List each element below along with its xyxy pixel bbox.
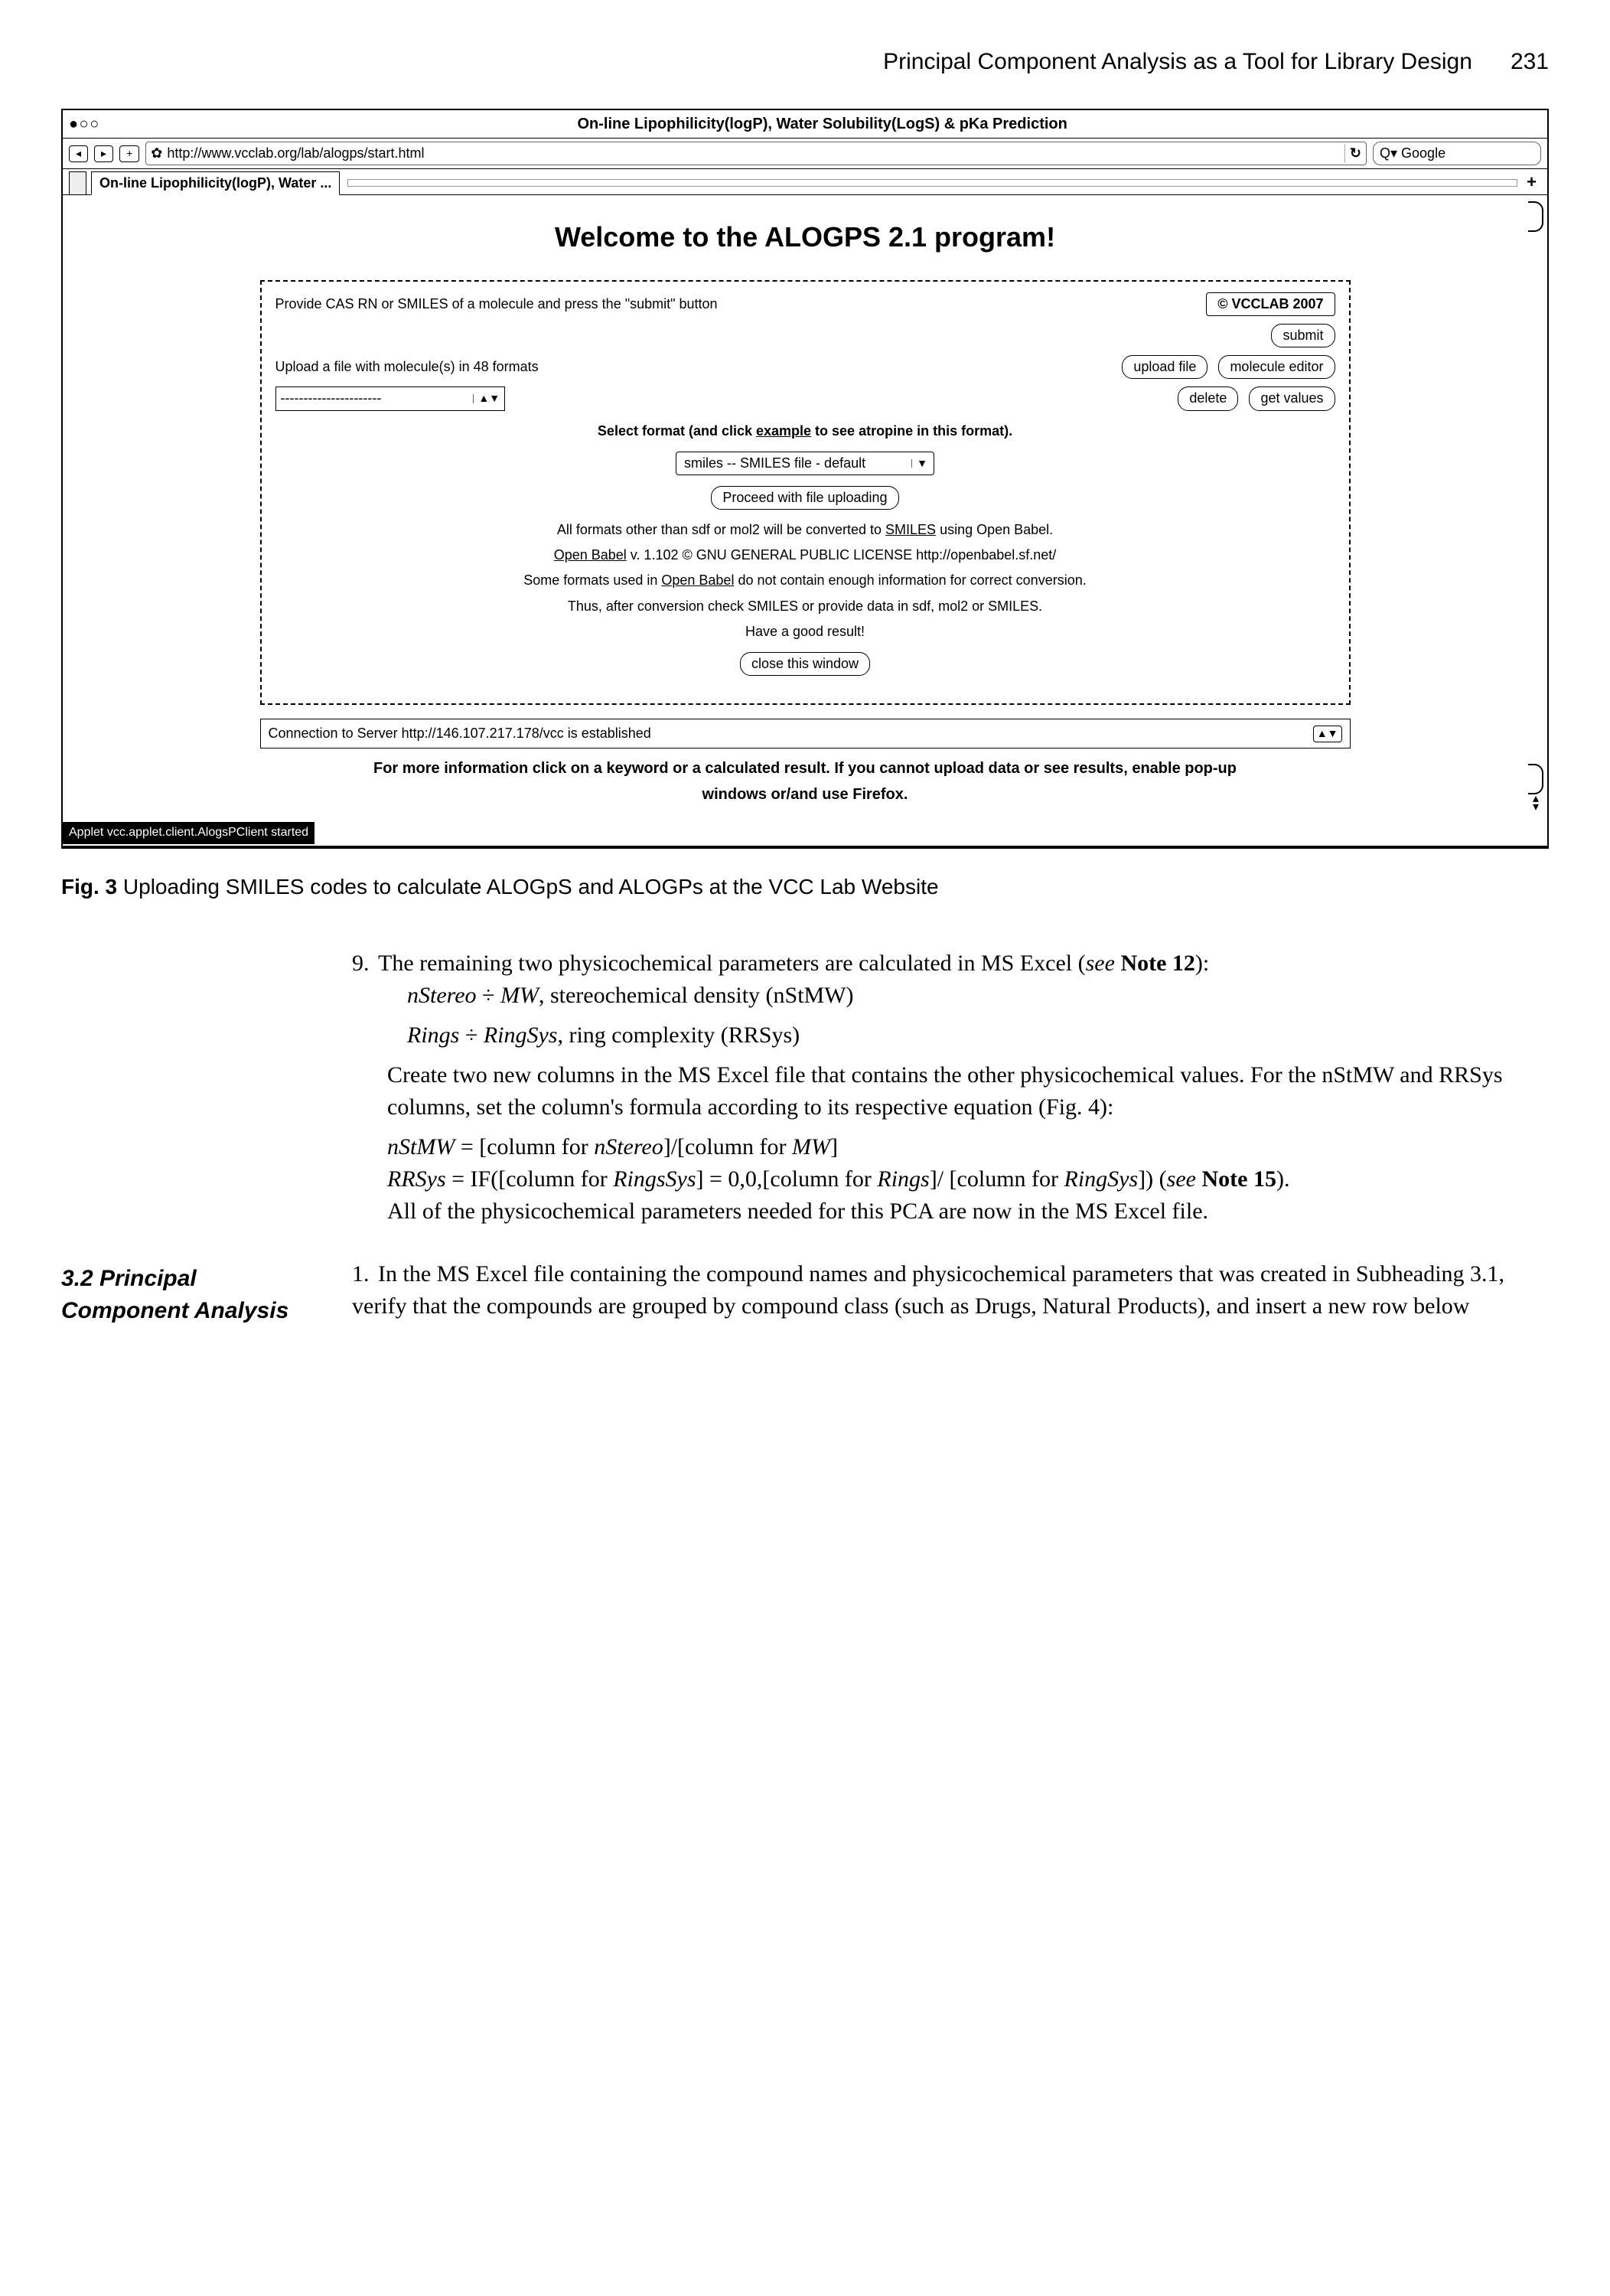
eq2-rings: Rings [877,1166,929,1192]
open-babel-link-1[interactable]: Open Babel [554,547,627,563]
nav-back-button[interactable]: ◂ [69,145,88,162]
eq2-b: = IF([column for [446,1166,614,1192]
main-heading: Welcome to the ALOGPS 2.1 program! [78,218,1532,256]
tab-bar: On-line Lipophilicity(logP), Water ... + [63,169,1547,195]
eq2-end: ). [1276,1166,1290,1192]
delete-button[interactable]: delete [1178,386,1238,410]
info2-post: v. 1.102 © GNU GENERAL PUBLIC LICENSE ht… [627,547,1057,563]
file-select[interactable]: ---------------------- ▲▼ [275,386,506,410]
f1-nstereo: nStereo [407,983,477,1008]
eq2-see: see [1167,1166,1196,1192]
search-box[interactable]: Q▾ Google [1373,142,1541,165]
reload-icon[interactable]: ↻ [1344,144,1361,163]
panel-row1-text: Provide CAS RN or SMILES of a molecule a… [275,295,1196,314]
info3-post: do not contain enough information for co… [734,572,1086,588]
url-bar[interactable]: ✿ http://www.vcclab.org/lab/alogps/start… [145,142,1367,165]
step9-num: 9. [352,947,378,980]
s32-num: 1. [352,1258,378,1290]
traffic-lights[interactable]: ● ○ ○ [69,113,97,135]
content-area: ▴ ▾ Welcome to the ALOGPS 2.1 program! P… [63,195,1547,817]
tab-stub[interactable] [69,171,86,194]
info1-post: using Open Babel. [936,522,1053,537]
proceed-button[interactable]: Proceed with file uploading [711,486,898,510]
s32-text: In the MS Excel file containing the comp… [352,1261,1504,1319]
favicon-icon: ✿ [151,144,162,163]
status-text: Connection to Server http://146.107.217.… [269,724,651,743]
info1-pre: All formats other than sdf or mol2 will … [557,522,885,537]
eq2-f: ]/ [column for [930,1166,1064,1192]
open-babel-link-2[interactable]: Open Babel [661,572,734,588]
step9-lead: The remaining two physicochemical parame… [378,951,1086,976]
format-select[interactable]: smiles -- SMILES file - default ▼ [676,452,934,475]
example-link[interactable]: example [756,423,811,439]
info4: Thus, after conversion check SMILES or p… [275,597,1335,616]
good-result: Have a good result! [275,622,1335,641]
step9-see: see [1086,951,1115,976]
eq2-rrsys: RRSys [387,1166,446,1192]
upload-file-button[interactable]: upload file [1122,355,1208,379]
main-panel: Provide CAS RN or SMILES of a molecule a… [260,280,1351,705]
titlebar: ● ○ ○ On-line Lipophilicity(logP), Water… [63,110,1547,139]
status-toggle-icon[interactable]: ▲▼ [1313,726,1342,742]
step9-note: Note 12 [1115,951,1195,976]
format-hint-pre: Select format (and click [598,423,756,439]
footer-note-1: For more information click on a keyword … [78,758,1532,779]
eq1-b: = [column for [455,1134,594,1159]
eq1-d: ]/[column for [663,1134,792,1159]
f2-ringsys: RingSys [484,1022,558,1048]
tab-plus-icon[interactable]: + [1522,171,1541,194]
f2-div: ÷ [459,1022,483,1048]
f1-mw: MW [500,983,539,1008]
scroll-down-icon[interactable]: ▾ [1533,803,1539,811]
eq1-f: ] [830,1134,838,1159]
add-tab-button[interactable]: + [119,145,139,162]
toolbar: ◂ ▸ + ✿ http://www.vcclab.org/lab/alogps… [63,139,1547,169]
section-3-2-heading: 3.2 Principal Component Analysis [61,1263,321,1327]
footer-note-2: windows or/and use Firefox. [78,784,1532,805]
search-placeholder: Q▾ Google [1380,144,1445,163]
smiles-link[interactable]: SMILES [885,522,936,537]
info3-pre: Some formats used in [523,572,661,588]
submit-button[interactable]: submit [1271,324,1335,347]
file-select-value: ---------------------- [281,389,382,408]
f2-rest: , ring complexity (RRSys) [557,1022,800,1048]
nav-fwd-button[interactable]: ▸ [94,145,113,162]
figure-caption: Fig. 3 Uploading SMILES codes to calcula… [61,872,1549,902]
url-text: http://www.vcclab.org/lab/alogps/start.h… [167,144,1340,163]
status-panel: Connection to Server http://146.107.217.… [260,719,1351,748]
close-window-button[interactable]: close this window [740,652,870,676]
upload-label: Upload a file with molecule(s) in 48 for… [275,357,1112,377]
format-select-toggle-icon[interactable]: ▼ [911,459,927,468]
page-number: 231 [1511,46,1549,78]
eq2-d: ] = 0,0,[column for [696,1166,878,1192]
tab-divider [347,179,1517,187]
scrollbar[interactable]: ▴ ▾ [1527,201,1544,811]
figure-text: Uploading SMILES codes to calculate ALOG… [117,875,938,899]
window-title: On-line Lipophilicity(logP), Water Solub… [103,113,1541,135]
browser-window: ● ○ ○ On-line Lipophilicity(logP), Water… [61,109,1549,849]
eq2-note: Note 15 [1196,1166,1276,1192]
eq1-nstereo: nStereo [594,1134,663,1159]
eq1-nstmw: nStMW [387,1134,455,1159]
format-select-value: smiles -- SMILES file - default [684,454,865,473]
format-hint-post: to see atropine in this format). [811,423,1012,439]
file-select-toggle-icon[interactable]: ▲▼ [473,394,500,403]
f1-rest: , stereochemical density (nStMW) [539,983,854,1008]
f2-rings: Rings [407,1022,459,1048]
eq2-ringssys: RingsSys [613,1166,696,1192]
step9-lead-end: ): [1195,951,1209,976]
running-title: Principal Component Analysis as a Tool f… [883,46,1472,78]
eq1-mw: MW [792,1134,830,1159]
eq2-h: ]) ( [1138,1166,1166,1192]
f1-div: ÷ [477,983,500,1008]
eq2-ringsys: RingSys [1064,1166,1139,1192]
step9-p2: Create two new columns in the MS Excel f… [387,1059,1549,1124]
molecule-editor-button[interactable]: molecule editor [1218,355,1335,379]
figure-label: Fig. 3 [61,875,117,899]
step9-p3: All of the physicochemical parameters ne… [387,1195,1549,1228]
status-strip: Applet vcc.applet.client.AlogsPClient st… [63,822,315,843]
get-values-button[interactable]: get values [1249,386,1335,410]
copyright-label: © VCCLAB 2007 [1206,292,1335,316]
tab-active[interactable]: On-line Lipophilicity(logP), Water ... [91,171,340,195]
